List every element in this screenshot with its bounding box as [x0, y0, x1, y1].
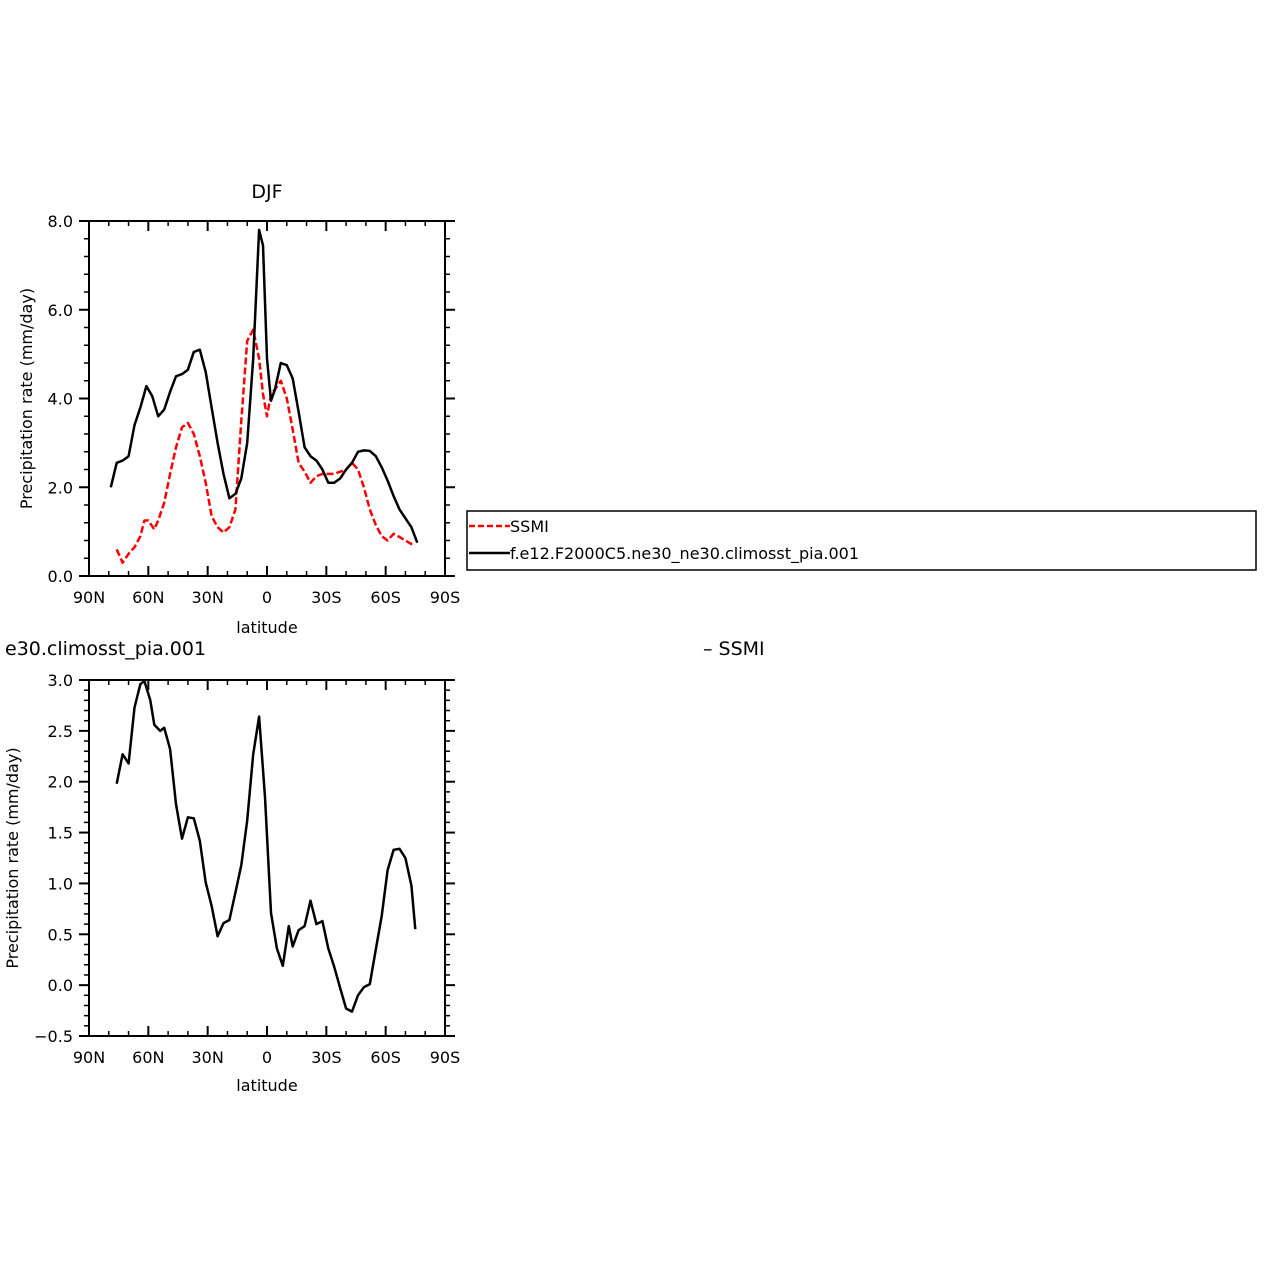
panel2-plot-frame: [88, 679, 446, 1037]
panel2-y-axis-title: Precipitation rate (mm/day): [3, 747, 22, 968]
panel1-x-tick-label: 30S: [311, 588, 342, 607]
panel1-title: DJF: [251, 181, 282, 203]
panel1-x-tick-label: 60N: [132, 588, 164, 607]
panel2-x-axis-title: latitude: [236, 1076, 297, 1095]
panel2-x-tick-labels: 90N 60N 30N 0 30S 60S 90S: [73, 1048, 460, 1067]
panel1-plot-frame: [88, 220, 446, 577]
panel1-x-tick-label: 0: [262, 588, 272, 607]
panel2-x-tick-label: 60S: [370, 1048, 401, 1067]
panel1-y-tick-label: 0.0: [48, 567, 73, 586]
panel1-y-axis-title: Precipitation rate (mm/day): [17, 288, 36, 509]
panel2-y-tick-label: 2.5: [48, 722, 73, 741]
panel2-series-line-0: [115, 679, 417, 1013]
panel2-x-tick-label: 90N: [73, 1048, 105, 1067]
panel2-y-tick-label: 0.5: [48, 925, 73, 944]
panel2-x-tick-label: 30S: [311, 1048, 342, 1067]
djf-panel: DJF 90N 60N 30N 0 30S 60S 90S 0.02.04.06.08.0 …: [17, 181, 460, 637]
panel1-series-group: [109, 228, 419, 564]
panel1-y-tick-label: 8.0: [48, 212, 73, 231]
panel1-x-axis-title: latitude: [236, 618, 297, 637]
panel1-x-tick-label: 90N: [73, 588, 105, 607]
panel1-y-tick-label: 6.0: [48, 301, 73, 320]
panel2-x-tick-label: 60N: [132, 1048, 164, 1067]
panel1-series-line-0: [115, 328, 416, 564]
panel2-y-tick-label: 0.0: [48, 976, 73, 995]
legend-label-model: f.e12.F2000C5.ne30_ne30.climosst_pia.001: [510, 544, 859, 564]
panel2-y-tick-labels: −0.5 0.0 0.5 1.0 1.5 2.0 2.5 3.0: [34, 671, 73, 1046]
panel1-x-tick-label: 60S: [370, 588, 401, 607]
panel2-x-tick-label: 90S: [430, 1048, 461, 1067]
panel2-y-tick-label: 1.5: [48, 824, 73, 843]
panel2-x-tick-label: 30N: [192, 1048, 224, 1067]
panel2-y-tick-label: −0.5: [34, 1027, 73, 1046]
panel1-x-tick-label: 90S: [430, 588, 461, 607]
legend: SSMI f.e12.F2000C5.ne30_ne30.climosst_pi…: [466, 510, 1257, 571]
panel1-y-tick-label: 4.0: [48, 390, 73, 409]
panel2-title-left: e30.climosst_pia.001: [5, 638, 206, 660]
panel2-y-tick-label: 1.0: [48, 874, 73, 893]
legend-box: [466, 510, 1257, 571]
difference-panel: e30.climosst_pia.001 – SSMI 90N 60N 30N 0 30…: [3, 638, 765, 1095]
panel2-title-right: – SSMI: [703, 638, 765, 660]
panel1-x-tick-label: 30N: [192, 588, 224, 607]
panel2-y-tick-label: 2.0: [48, 773, 73, 792]
panel1-x-tick-labels: 90N 60N 30N 0 30S 60S 90S: [73, 588, 460, 607]
panel2-x-tick-label: 0: [262, 1048, 272, 1067]
panel1-y-tick-label: 2.0: [48, 478, 73, 497]
legend-label-ssmi: SSMI: [510, 517, 549, 536]
panel1-y-tick-labels: 0.0 2.0 4.0 6.0 8.0: [48, 212, 73, 586]
panel2-y-tick-label: 3.0: [48, 671, 73, 690]
panel1-series-line-1: [109, 228, 419, 544]
panel2-series-group: [115, 679, 417, 1013]
